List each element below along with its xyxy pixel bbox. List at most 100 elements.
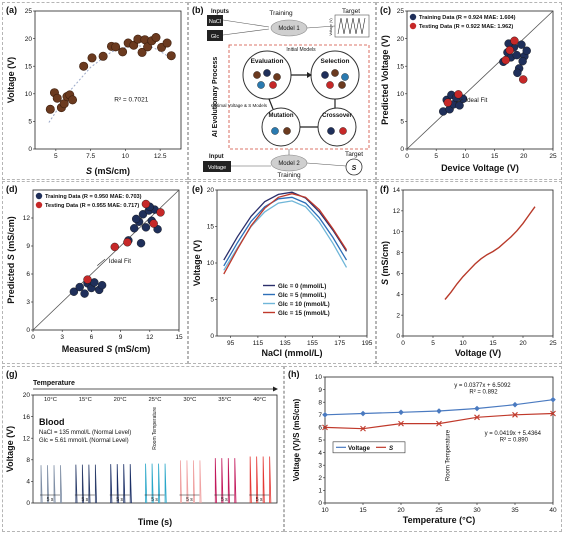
data-point bbox=[474, 405, 480, 412]
panel-h: (h) 10 15 20 25 30 35 40 0 1 2 3 4 5 6 7 8 9 10 y = 0.0377x… bbox=[284, 366, 562, 532]
y-tick-label: 2 bbox=[396, 312, 400, 319]
x-tick-label: 40 bbox=[549, 507, 557, 514]
line-chart-s-vs-voltage: (f) 0 5 10 15 20 25 0 2 4 6 8 10 12 14 Voltage (V) S (mS… bbox=[380, 184, 557, 358]
legend-entry: Voltage bbox=[348, 445, 370, 452]
voltage-pulse bbox=[81, 464, 84, 504]
data-point bbox=[137, 47, 147, 57]
x-tick-label: 175 bbox=[334, 340, 345, 347]
model-ball bbox=[269, 81, 277, 89]
data-point bbox=[162, 38, 172, 48]
x-tick-label: 30 bbox=[473, 507, 481, 514]
y-tick-label: 1 bbox=[318, 488, 322, 495]
temperature-label: 40°C bbox=[253, 397, 266, 403]
link-line bbox=[222, 28, 270, 36]
y-tick-label: 5 bbox=[28, 119, 32, 126]
y-tick-label: 10 bbox=[207, 260, 215, 267]
x-tick-label: 0 bbox=[405, 153, 409, 160]
model-1-label: Model 1 bbox=[278, 26, 300, 32]
y-tick-label: 0 bbox=[26, 500, 30, 507]
legend-marker bbox=[409, 13, 417, 21]
y-tick-label: 10 bbox=[25, 91, 33, 98]
voltage-pulse bbox=[269, 456, 272, 504]
scale-bar-label: 5 s bbox=[116, 497, 123, 503]
x-tick-label: 10 bbox=[462, 153, 470, 160]
plot-frame bbox=[406, 10, 554, 150]
data-point bbox=[522, 46, 531, 55]
data-point bbox=[131, 214, 141, 224]
data-point bbox=[141, 223, 151, 232]
y-tick-label: 10 bbox=[393, 229, 401, 236]
x-tick-label: 25 bbox=[549, 153, 557, 160]
data-point bbox=[83, 275, 92, 284]
temperature-label: 35°C bbox=[218, 397, 231, 403]
x-tick-label: 15 bbox=[491, 153, 499, 160]
x-tick-label: 25 bbox=[549, 340, 557, 347]
y-axis-label-part-2: (mS/cm) bbox=[6, 216, 16, 254]
model-ball bbox=[326, 81, 334, 89]
model-ball bbox=[327, 127, 335, 135]
y-tick-label: 16 bbox=[23, 414, 31, 421]
ai-process-frame bbox=[228, 44, 370, 150]
y-tick-label: 5 bbox=[318, 437, 322, 444]
y-tick-label: 4 bbox=[396, 291, 400, 298]
temperature-arrow-head bbox=[273, 386, 278, 392]
x-tick-label: 5 bbox=[434, 153, 438, 160]
y-tick-label: 8 bbox=[396, 250, 400, 257]
model-ball bbox=[331, 69, 339, 77]
data-point bbox=[501, 55, 510, 65]
voltage-pulse bbox=[221, 458, 224, 504]
input-nacl: NaCl bbox=[209, 19, 221, 25]
x-tick-label: 20 bbox=[519, 340, 527, 347]
ideal-fit-pointer bbox=[97, 258, 106, 266]
y-tick-label: 6 bbox=[396, 271, 400, 278]
data-point bbox=[550, 396, 556, 403]
data-point bbox=[550, 410, 556, 417]
data-point bbox=[512, 401, 518, 408]
y-tick-label: 25 bbox=[397, 8, 405, 15]
panel-d: (d) 0 3 6 9 12 15 0 3 6 9 12 Training Data (R = 0.95… bbox=[2, 181, 188, 364]
x-tick-label: 35 bbox=[511, 507, 519, 514]
voltage-pulse bbox=[262, 456, 265, 504]
legend-entry: Testing Data (R = 0.922 MAE: 1.962) bbox=[419, 24, 513, 30]
y-axis-label: Voltage (V) bbox=[192, 240, 202, 286]
data-point bbox=[519, 75, 528, 84]
y-axis-label-part-1: S bbox=[6, 254, 16, 260]
data-point bbox=[136, 239, 146, 248]
voltage-pulse bbox=[75, 464, 78, 504]
arrow-head bbox=[307, 72, 312, 78]
link-line bbox=[222, 19, 270, 28]
panel-label-d: (d) bbox=[6, 184, 18, 194]
voltage-pulse bbox=[186, 460, 189, 504]
y-tick-label: 20 bbox=[207, 187, 215, 194]
model-ball bbox=[338, 81, 346, 89]
y-tick-label: 6 bbox=[26, 271, 30, 278]
scatter-chart-voltage-vs-s: (a) 5 7.5 10 12.5 0 5 10 15 20 25 R² = 0.7021 S (mS/… bbox=[6, 5, 182, 176]
panel-label-b: (b) bbox=[192, 5, 204, 15]
data-point bbox=[156, 208, 165, 217]
temperature-label: 25°C bbox=[149, 397, 162, 403]
data-point bbox=[518, 57, 527, 66]
x-tick-label: 10 bbox=[321, 507, 329, 514]
x-tick-label: 95 bbox=[227, 340, 235, 347]
optimal-models-label: Optimal Voltage & S Models bbox=[211, 103, 268, 108]
y-axis-label: Voltage (V) bbox=[6, 57, 16, 103]
y-tick-label: 5 bbox=[210, 297, 214, 304]
temperature-label: 10°C bbox=[44, 397, 57, 403]
data-point bbox=[69, 287, 79, 296]
r-squared-voltage: R² = 0.892 bbox=[469, 389, 498, 395]
data-point bbox=[130, 224, 139, 233]
x-axis-label: Device Voltage (V) bbox=[441, 163, 519, 173]
legend-box bbox=[332, 441, 406, 454]
y-tick-label: 3 bbox=[26, 299, 30, 306]
voltage-pulse bbox=[145, 463, 148, 504]
data-point bbox=[75, 282, 84, 292]
y-tick-label: 25 bbox=[25, 8, 33, 15]
x-axis-label: Measured S (mS/cm) bbox=[62, 344, 151, 354]
x-axis-label: Temperature (°C) bbox=[403, 515, 475, 525]
scale-bar-label: 5 s bbox=[221, 497, 228, 503]
x-tick-label: 155 bbox=[307, 340, 318, 347]
mutation-label: Mutation bbox=[269, 113, 294, 119]
voltage-pulse bbox=[193, 460, 196, 504]
y-tick-label: 8 bbox=[318, 399, 322, 406]
voltage-pulse bbox=[256, 456, 259, 504]
